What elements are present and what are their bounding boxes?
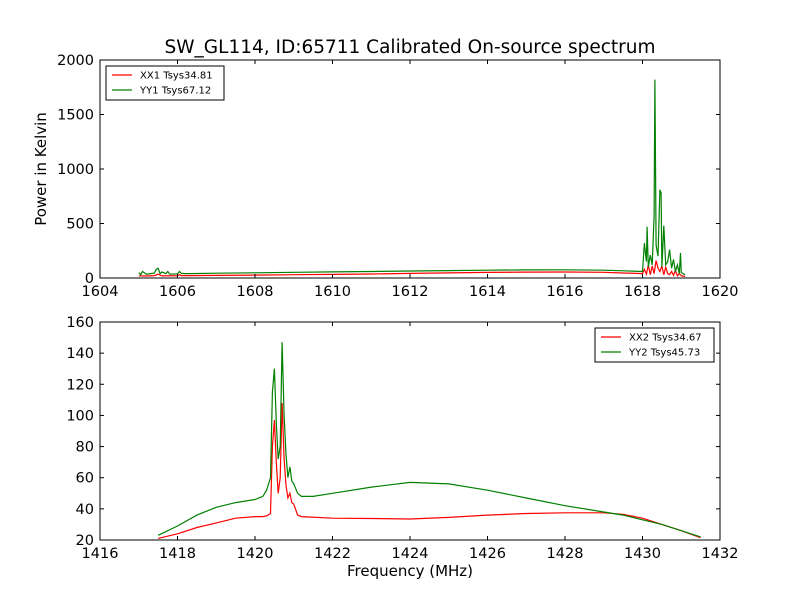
x-axis-label: Frequency (MHz) xyxy=(347,562,473,580)
x-tick-label: 1616 xyxy=(547,284,584,300)
y-tick-label: 80 xyxy=(76,440,94,456)
y-tick-label: 100 xyxy=(66,408,94,424)
legend-label: YY1 Tsys67.12 xyxy=(139,86,211,97)
x-tick-label: 1428 xyxy=(547,546,584,562)
x-tick-label: 1614 xyxy=(469,284,506,300)
x-tick-label: 1608 xyxy=(237,284,274,300)
legend-box xyxy=(594,327,715,363)
series-line-2 xyxy=(138,79,686,276)
chart-panel-2: 1416 1418 1420 1422 1424 1426 1428 1430 1432 20 40… xyxy=(66,315,738,580)
legend-box xyxy=(105,65,225,101)
chart-panel-1: 1604 1606 1608 1610 1612 1614 1616 1618 1620 0 500… xyxy=(32,53,738,300)
x-tick-label: 1432 xyxy=(702,546,739,562)
y-tick-label: 1500 xyxy=(57,108,94,124)
series-line-1 xyxy=(138,260,686,277)
x-tick-label: 1426 xyxy=(469,546,506,562)
x-tick-label: 1604 xyxy=(82,284,119,300)
series-line-2 xyxy=(157,342,701,538)
x-tick-label: 1620 xyxy=(702,284,739,300)
y-tick-label: 1000 xyxy=(57,162,94,178)
x-tick-label: 1422 xyxy=(314,546,351,562)
y-tick-label: 120 xyxy=(66,377,94,393)
x-tick-label: 1612 xyxy=(392,284,429,300)
x-tick-label: 1424 xyxy=(392,546,429,562)
y-tick-label: 20 xyxy=(76,533,94,549)
y-tick-label: 60 xyxy=(76,471,94,487)
legend: XX2 Tsys34.67 YY2 Tsys45.73 xyxy=(594,327,715,363)
y-tick-label: 40 xyxy=(76,502,94,518)
x-tick-label: 1618 xyxy=(624,284,661,300)
y-axis-label: Power in Kelvin xyxy=(32,112,50,226)
y-tick-label: 160 xyxy=(66,315,94,331)
series-line-1 xyxy=(157,402,701,539)
y-tick-label: 500 xyxy=(66,217,94,233)
y-tick-label: 140 xyxy=(66,346,94,362)
legend-label: XX1 Tsys34.81 xyxy=(140,71,213,82)
x-tick-label: 1610 xyxy=(314,284,351,300)
x-tick-label: 1430 xyxy=(624,546,661,562)
y-tick-label: 0 xyxy=(85,271,94,287)
y-tick-label: 2000 xyxy=(57,53,94,69)
x-tick-label: 1420 xyxy=(237,546,274,562)
x-tick-label: 1416 xyxy=(82,546,119,562)
legend: XX1 Tsys34.81 YY1 Tsys67.12 xyxy=(105,65,225,101)
x-tick-label: 1606 xyxy=(159,284,196,300)
x-tick-label: 1418 xyxy=(159,546,196,562)
legend-label: YY2 Tsys45.73 xyxy=(628,348,700,359)
chart-title: SW_GL114, ID:65711 Calibrated On-source … xyxy=(165,37,656,58)
legend-label: XX2 Tsys34.67 xyxy=(629,333,702,344)
